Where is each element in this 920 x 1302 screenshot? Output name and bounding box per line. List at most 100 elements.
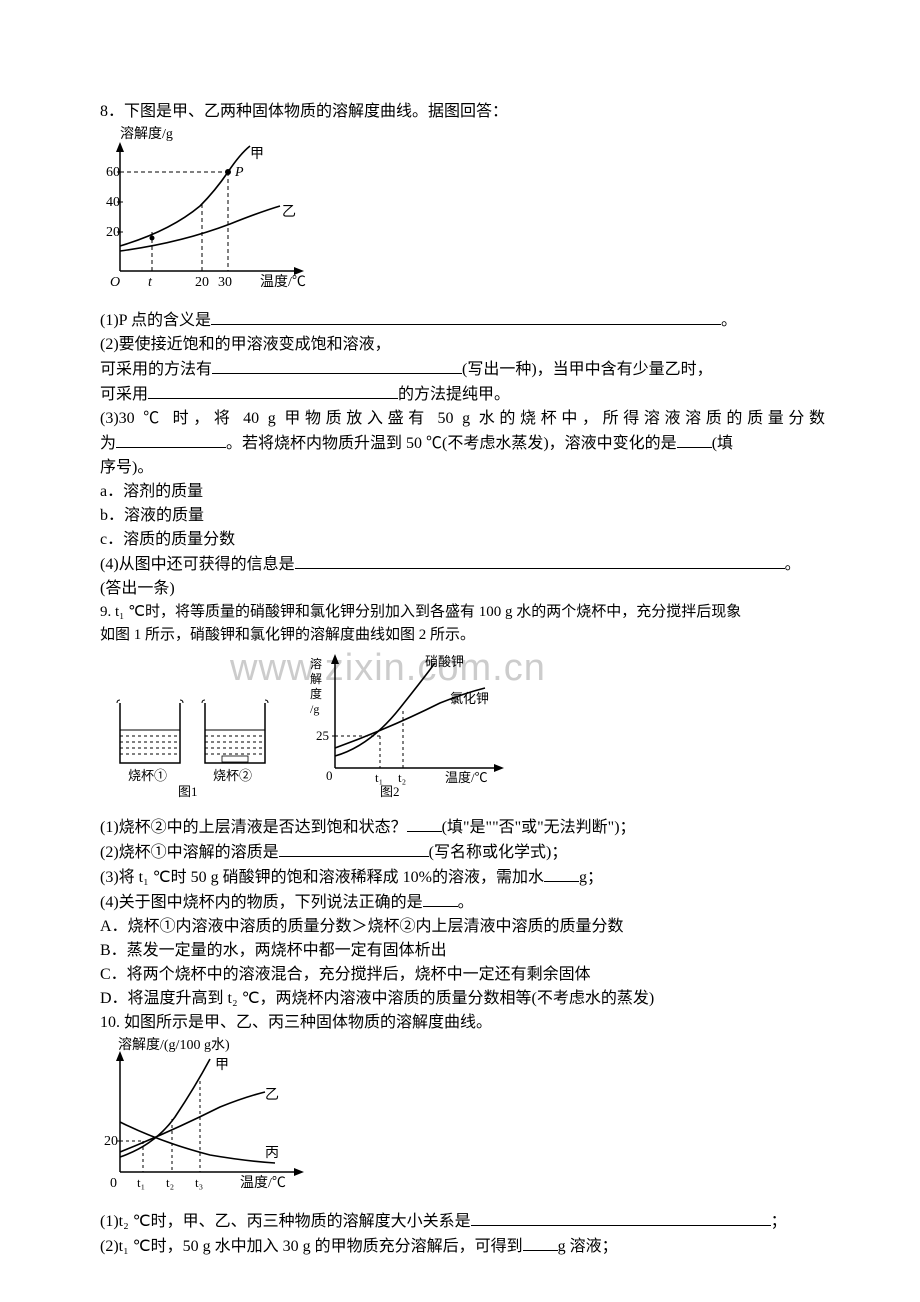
q8-p2-l1: (2)要使接近饱和的甲溶液变成饱和溶液， [100,333,825,357]
q9-graph: 溶 解 度 /g 25 0 t₁ t₂ 温度/℃ 硝酸钾 [310,654,504,785]
q8-p2-l2-prefix: 可采用的方法有 [100,361,212,378]
q10-curve-yi [120,1092,265,1152]
page: 8．下图是甲、乙两种固体物质的溶解度曲线。据图回答： 溶解度/g 60 40 2… [0,0,920,1299]
q8-intersect [150,236,155,241]
q9-xlabel: 温度/℃ [445,770,488,785]
q9-p4: (4)关于图中烧杯内的物质，下列说法正确的是。 [100,890,825,915]
q10-p2-blank[interactable] [523,1234,558,1251]
q9-ylabel-1: 溶 [310,656,322,671]
q8-label-yi: 乙 [282,204,296,220]
q9-ylabel-4: /g [310,702,319,716]
q9-optD: D．将温度升高到 t₂ ℃，两烧杯内溶液中溶质的质量分数相等(不考虑水的蒸发) [100,987,825,1011]
q8-p2-l3-prefix: 可采用 [100,386,148,403]
q10-p1-prefix: (1)t₂ ℃时，甲、乙、丙三种物质的溶解度大小关系是 [100,1213,471,1230]
q10-xaxis-arrow [294,1168,304,1176]
q9-fig1-label: 图1 [178,784,198,799]
q10-xt3: t₃ [195,1175,203,1190]
q8-p4-suffix: 。 [785,556,801,573]
q8-p3-l2-mid: 。若将烧杯内物质升温到 50 ℃(不考虑水蒸发)，溶液中变化的是 [226,435,677,452]
q8-point-p [225,169,231,175]
q9-p1-blank[interactable] [407,815,442,832]
q8-p3-blank2[interactable] [677,431,712,448]
q9-xt1: t₁ [375,770,383,785]
q8-p2-blank2[interactable] [148,382,398,399]
q9-p4-blank[interactable] [423,890,458,907]
q9-p2: (2)烧杯①中溶解的溶质是(写名称或化学式)； [100,840,825,865]
q10-p2-suffix: g 溶液； [558,1238,618,1255]
q10-label-yi: 乙 [265,1087,279,1103]
q8-p3-a: a．溶剂的质量 [100,480,825,504]
q8-p1-blank[interactable] [211,308,721,325]
q9-p2-prefix: (2)烧杯①中溶解的溶质是 [100,844,279,861]
q9-beaker1: 烧杯① [117,700,183,783]
q9-origin: 0 [326,768,333,783]
q9-p1-suffix: (填"是""否"或"无法判断")； [442,819,636,836]
q8-xlabel: 温度/℃ [260,274,306,290]
q9-p3-blank[interactable] [544,865,579,882]
q10-p1-suffix: ； [771,1213,787,1230]
q10-ylabel: 溶解度/(g/100 g水) [118,1037,230,1053]
q9-p4-prefix: (4)关于图中烧杯内的物质，下列说法正确的是 [100,894,423,911]
q8-p2-blank1[interactable] [212,357,462,374]
q8-p3-l2: 为 。若将烧杯内物质升温到 50 ℃(不考虑水蒸发)，溶液中变化的是 (填 [100,431,825,456]
q10-xt1: t₁ [137,1175,145,1190]
q9-label-kcl: 氯化钾 [450,691,489,706]
q9-ylabel-3: 度 [310,686,322,701]
q9-diagram: 烧杯① 烧杯② 图1 溶 解 度 /g [100,648,825,811]
q8-p2-l3-suffix: 的方法提纯甲。 [398,386,510,403]
q10-label-jia: 甲 [215,1058,229,1073]
q8-xt: t [148,275,153,290]
q9-beaker1-label: 烧杯① [128,768,167,783]
q8-p1-prefix: (1)P 点的含义是 [100,312,211,329]
q8-p2-l2: 可采用的方法有 (写出一种)，当甲中含有少量乙时， [100,357,825,382]
q9-p3-suffix: g； [579,869,603,886]
q8-p1-suffix: 。 [721,312,737,329]
q8-x30: 30 [218,275,232,290]
q10-xlabel: 温度/℃ [240,1175,286,1191]
q9-p1-prefix: (1)烧杯②中的上层清液是否达到饱和状态？ [100,819,407,836]
q8-p3-c: c．溶质的质量分数 [100,528,825,552]
q8-p2-l2-mid: (写出一种)，当甲中含有少量乙时， [462,361,713,378]
q8-yaxis-arrow [116,142,124,152]
q10-p2-prefix: (2)t₁ ℃时，50 g 水中加入 30 g 的甲物质充分溶解后，可得到 [100,1238,523,1255]
q9-heading-l1: 9. t₁ ℃时，将等质量的硝酸钾和氯化钾分别加入到各盛有 100 g 水的两个… [100,601,825,624]
q9-optC: C．将两个烧杯中的溶液混合，充分搅拌后，烧杯中一定还有剩余固体 [100,963,825,987]
q8-p1: (1)P 点的含义是 。 [100,308,825,333]
q10-origin: 0 [110,1176,117,1191]
q8-heading: 8．下图是甲、乙两种固体物质的溶解度曲线。据图回答： [100,100,825,124]
q8-ylabel: 溶解度/g [120,126,173,142]
q8-curve-yi [120,206,280,251]
q8-x20: 20 [195,275,209,290]
q9-fig2-label: 图2 [380,784,400,799]
q8-diagram: 溶解度/g 60 40 20 O t 20 30 温度/℃ [100,126,825,304]
q9-ylabel-2: 解 [310,672,322,686]
q8-p3-l2-suffix: (填 [712,435,733,452]
q8-p4-prefix: (4)从图中还可获得的信息是 [100,556,295,573]
q10-diagram: 溶解度/(g/100 g水) 20 0 t₁ t₂ t₃ 温度/℃ 甲 乙 丙 [100,1037,825,1205]
q10-p1: (1)t₂ ℃时，甲、乙、丙三种物质的溶解度大小关系是 ； [100,1209,825,1234]
q10-curve-jia [120,1059,210,1157]
q10-label-bing: 丙 [265,1146,279,1161]
q10-xt2: t₂ [166,1175,174,1190]
q9-beaker2-label: 烧杯② [213,768,252,783]
q8-p4: (4)从图中还可获得的信息是 。 [100,552,825,577]
q9-optB: B．蒸发一定量的水，两烧杯中都一定有固体析出 [100,939,825,963]
q9-xt2: t₂ [398,770,406,785]
q9-p3-prefix: (3)将 t₁ ℃时 50 g 硝酸钾的饱和溶液稀释成 10%的溶液，需加水 [100,869,544,886]
q10-p1-blank[interactable] [471,1209,771,1226]
q9-p1: (1)烧杯②中的上层清液是否达到饱和状态？ (填"是""否"或"无法判断")； [100,815,825,840]
q10-p2: (2)t₁ ℃时，50 g 水中加入 30 g 的甲物质充分溶解后，可得到 g 溶… [100,1234,825,1259]
q9-p2-blank[interactable] [279,840,429,857]
q8-curve-jia [120,146,250,246]
q8-p3-blank1[interactable] [116,431,226,448]
q9-p3: (3)将 t₁ ℃时 50 g 硝酸钾的饱和溶液稀释成 10%的溶液，需加水 g； [100,865,825,890]
q8-p3-l1: (3)30 ℃ 时，将 40 g 甲物质放入盛有 50 g 水的烧杯中，所得溶液… [100,407,825,431]
q8-p3-l3: 序号)。 [100,456,825,480]
q8-xaxis-arrow [294,267,304,275]
q8-p3-l2-prefix: 为 [100,435,116,452]
q8-p4-blank[interactable] [295,552,785,569]
q8-label-jia: 甲 [250,147,264,162]
q9-optA: A．烧杯①内溶液中溶质的质量分数＞烧杯②内上层清液中溶质的质量分数 [100,915,825,939]
q10-heading: 10. 如图所示是甲、乙、丙三种固体物质的溶解度曲线。 [100,1011,825,1035]
q8-p2-l3: 可采用 的方法提纯甲。 [100,382,825,407]
